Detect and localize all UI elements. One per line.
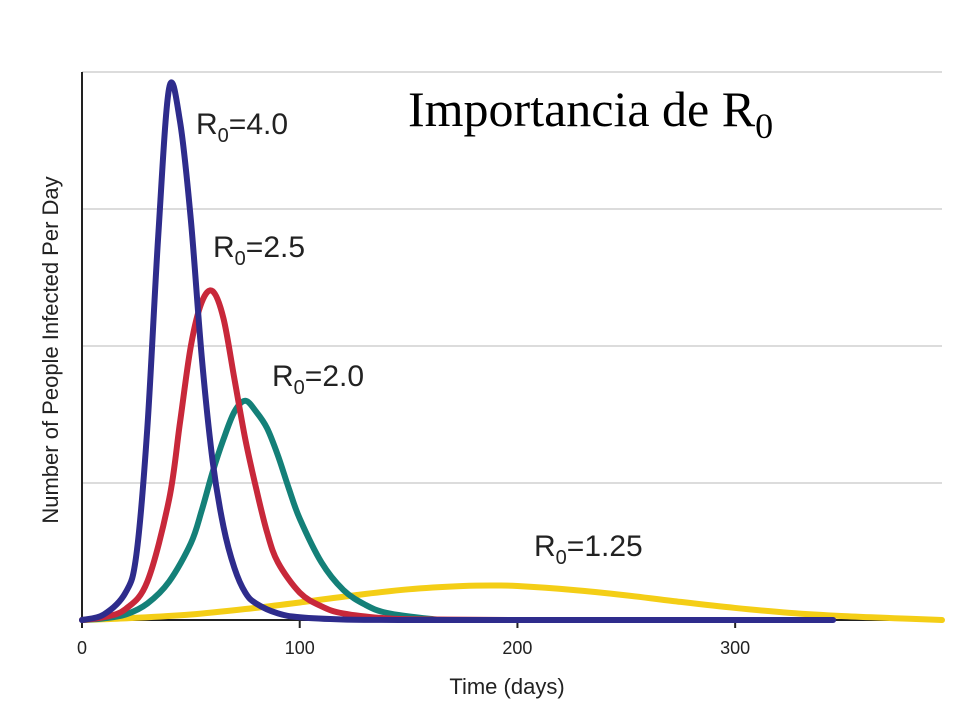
series-label-3: R0=1.25 [534,530,643,569]
chart-title-subscript: 0 [755,106,773,146]
chart-title: Importancia de R0 [408,81,773,146]
series-label-2: R0=2.0 [272,360,364,399]
x-tick-label-1: 100 [285,638,315,658]
series-lines [79,79,945,624]
y-axis-title: Number of People Infected Per Day [38,176,63,523]
x-tick-label-0: 0 [77,638,87,658]
x-axis-title: Time (days) [449,674,564,699]
x-axis-ticks: 0 100 200 300 [77,620,750,658]
series-line-2 [79,397,521,624]
series-line-0 [79,79,837,624]
chart-title-text: Importancia de R [408,81,756,137]
series-line-3 [79,582,945,623]
x-tick-label-3: 300 [720,638,750,658]
x-tick-label-2: 200 [502,638,532,658]
grid-lines [82,71,942,484]
series-labels: R0=4.0 R0=2.5 R0=2.0 R0=1.25 [196,108,643,569]
series-label-0: R0=4.0 [196,108,288,147]
series-label-1: R0=2.5 [213,231,305,270]
